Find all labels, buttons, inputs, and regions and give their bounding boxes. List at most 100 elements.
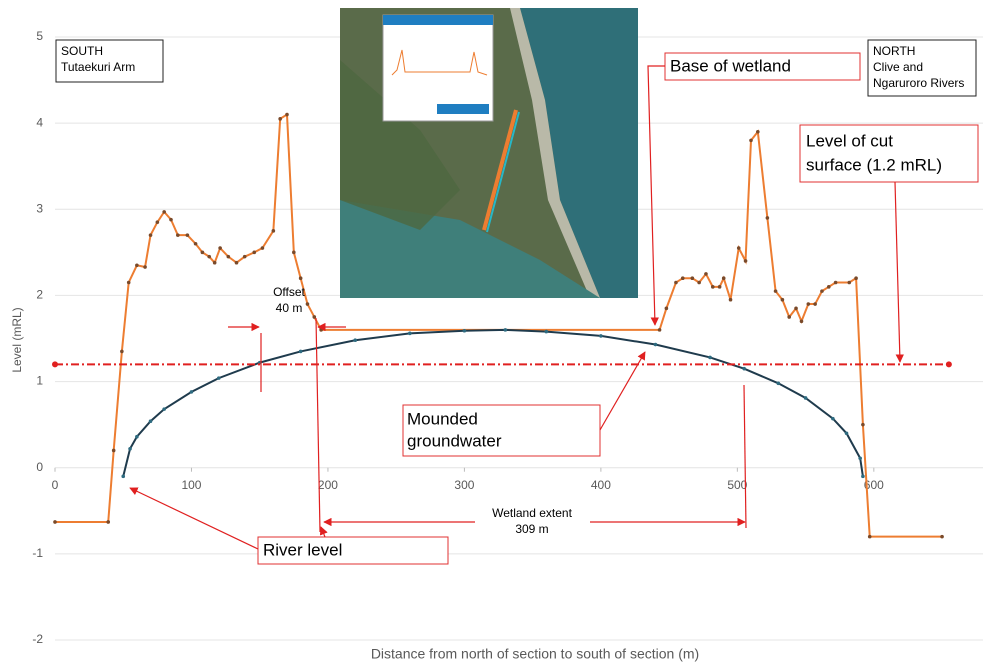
data-point — [681, 276, 685, 280]
data-point — [162, 407, 166, 411]
data-point — [861, 423, 865, 427]
x-tick-label: 0 — [52, 478, 59, 492]
data-point — [176, 233, 180, 237]
data-point — [742, 367, 746, 371]
annotation-line — [744, 385, 746, 528]
data-point — [658, 328, 662, 332]
data-point — [847, 281, 851, 285]
data-point — [252, 251, 256, 255]
y-tick-label: -2 — [32, 632, 43, 646]
data-point — [787, 315, 791, 319]
annotation: Level of cut — [806, 131, 893, 150]
data-point — [194, 242, 198, 246]
annotation: Ngaruroro Rivers — [873, 76, 964, 90]
data-point — [868, 535, 872, 539]
annotation: Mounded — [407, 409, 478, 428]
annotation-arrow — [648, 66, 665, 325]
y-tick-label: 1 — [36, 374, 43, 388]
data-point — [213, 261, 217, 265]
data-point — [831, 417, 835, 421]
annotation-arrow — [321, 527, 325, 537]
data-point — [820, 289, 824, 293]
data-point — [544, 330, 548, 334]
annotation: 40 m — [276, 301, 303, 315]
data-point — [149, 233, 153, 237]
data-point — [353, 338, 357, 342]
data-point — [813, 302, 817, 306]
data-point — [285, 113, 289, 117]
data-point — [834, 281, 838, 285]
data-point — [697, 281, 701, 285]
data-point — [186, 233, 190, 237]
data-point — [278, 117, 282, 121]
data-point — [227, 255, 231, 259]
annotation: Base of wetland — [670, 56, 791, 75]
data-point — [729, 298, 733, 302]
data-point — [135, 263, 139, 267]
y-tick-label: 0 — [36, 460, 43, 474]
data-point — [854, 276, 858, 280]
data-point — [749, 139, 753, 143]
data-point — [800, 319, 804, 323]
y-tick-label: 2 — [36, 288, 43, 302]
annotation: Clive and — [873, 60, 923, 74]
x-tick-label: 100 — [181, 478, 201, 492]
annotation-line — [316, 318, 320, 532]
annotation: SOUTH — [61, 44, 103, 58]
annotation: Tutaekuri Arm — [61, 60, 135, 74]
x-tick-label: 200 — [318, 478, 338, 492]
chart: -2-10123450100200300400500600 Level (mRL… — [0, 0, 989, 666]
x-tick-label: 400 — [591, 478, 611, 492]
data-point — [120, 350, 124, 354]
data-point — [169, 218, 173, 222]
data-point — [781, 298, 785, 302]
data-point — [504, 328, 508, 332]
data-point — [128, 447, 132, 451]
data-point — [261, 246, 265, 250]
data-point — [272, 229, 276, 233]
data-point — [827, 285, 831, 289]
data-point — [794, 307, 798, 311]
data-point — [665, 307, 669, 311]
data-point — [722, 276, 726, 280]
data-point — [708, 356, 712, 360]
annotation: Offset — [273, 285, 305, 299]
data-point — [292, 251, 296, 255]
data-point — [737, 246, 741, 250]
data-point — [127, 281, 131, 285]
x-axis-label: Distance from north of section to south … — [371, 646, 699, 662]
data-point — [207, 255, 211, 259]
data-point — [53, 520, 57, 524]
data-point — [774, 289, 778, 293]
data-point — [106, 520, 110, 524]
data-point — [711, 285, 715, 289]
annotation: Wetland extent — [492, 506, 572, 520]
x-tick-label: 300 — [454, 478, 474, 492]
data-point — [299, 276, 303, 280]
data-point — [807, 302, 811, 306]
data-point — [408, 332, 412, 336]
data-point — [674, 281, 678, 285]
aerial-inset — [340, 8, 638, 298]
data-point — [112, 449, 116, 453]
data-point — [766, 216, 770, 220]
data-point — [135, 435, 139, 439]
data-point — [463, 329, 467, 333]
data-point — [299, 350, 303, 354]
data-point — [756, 130, 760, 134]
data-point — [691, 276, 695, 280]
data-point — [201, 251, 205, 255]
data-point — [940, 535, 944, 539]
y-tick-label: 3 — [36, 201, 43, 215]
data-point — [946, 361, 952, 367]
data-point — [306, 302, 310, 306]
annotation: groundwater — [407, 431, 502, 450]
data-point — [654, 343, 658, 347]
data-point — [162, 210, 166, 214]
data-point — [121, 475, 125, 479]
annotation: River level — [263, 540, 342, 559]
y-tick-label: 5 — [36, 29, 43, 43]
data-point — [704, 272, 708, 276]
annotation: NORTH — [873, 44, 915, 58]
data-point — [861, 475, 865, 479]
